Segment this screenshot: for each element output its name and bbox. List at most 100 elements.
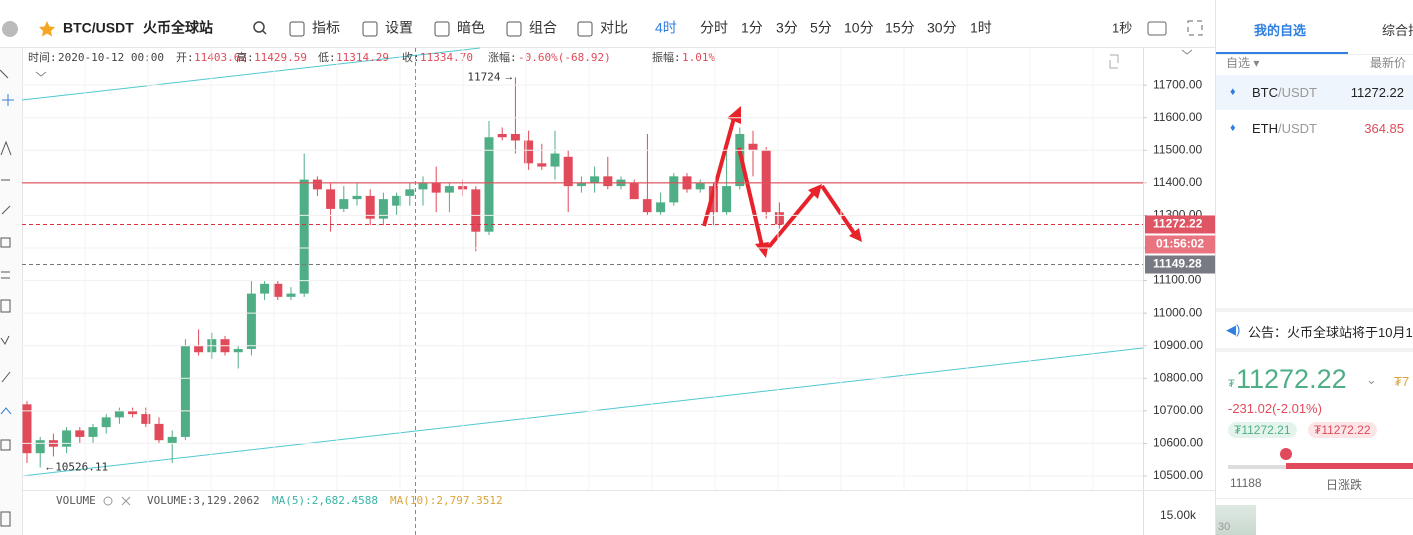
search-icon[interactable] [253,21,265,33]
candle-body [510,133,520,141]
info-value: 11334.70 [420,51,473,64]
candle-body [774,212,784,225]
info-label: 振幅: [652,50,681,64]
high-marker: 11724 [467,70,500,83]
tab-active[interactable]: 我的自选 [1254,23,1307,38]
y-tick-label: 11100.00 [1153,273,1202,287]
candle-body [167,436,177,444]
dropdown[interactable]: ⌄ [1366,372,1377,387]
range-dot [1280,448,1292,460]
candle-body [563,156,573,187]
info-label: 低: [318,51,336,64]
volume-value: VOLUME:3,129.2062 [147,494,260,507]
y-tick-label: 10500.00 [1153,468,1203,482]
low-marker: 10526.11 [55,460,108,473]
last-price: 11272.22 [1236,364,1347,394]
interval[interactable]: 3分 [776,20,798,36]
candle-body [312,179,322,190]
price-box [1145,215,1215,234]
change: -231.02(-2.01%) [1228,401,1322,416]
collapse-icon[interactable] [1181,49,1193,55]
column-header[interactable]: 自选 ▾ [1226,56,1260,70]
speed[interactable]: 1秒 [1112,20,1132,35]
volume-tick: 15.00k [1160,508,1197,522]
price: 364.85 [1364,121,1404,136]
price-box-label: 11272.22 [1153,217,1203,231]
interval[interactable]: 1时 [970,20,992,36]
tab[interactable]: 综合排 [1382,23,1413,38]
depth-area [1216,505,1256,535]
range-bar [1286,463,1413,469]
trend-line [21,47,481,101]
candle-body [392,195,402,206]
exchange: 火币全球站 [143,20,213,36]
row[interactable]: BTC/USDT [1252,85,1317,100]
price-box-label: 11149.28 [1153,257,1202,271]
candle-body [75,430,85,437]
countdown-box [1145,235,1215,254]
candle-body [260,283,270,294]
fullscreen-icon[interactable] [1187,20,1203,36]
drawing-tools[interactable] [0,69,14,527]
candle-body [761,150,771,213]
candle-body [35,440,45,454]
y-tick-label: 10900.00 [1153,338,1203,352]
marker-arrow: ← [44,461,55,473]
tool[interactable]: 暗色 [457,20,485,36]
candle-body [603,176,613,187]
marker-arrow: → [503,71,514,83]
candle-body [550,153,560,167]
interval[interactable]: 4时 [655,20,677,36]
candle-body [114,410,124,418]
info-value: -0.60%(-68.92) [518,51,611,64]
y-tick-label: 11700.00 [1153,77,1202,91]
candle-body [537,163,547,167]
bid-pill: ₮11272.21 [1228,422,1297,438]
quote: /USDT [1278,121,1317,136]
candle-body [233,348,243,353]
tool[interactable]: 组合 [529,20,557,36]
tool[interactable]: 指标 [312,20,340,36]
interval[interactable]: 分时 [700,20,728,36]
countdown: 01:56:02 [1156,237,1204,251]
interval[interactable]: 30分 [927,20,957,36]
candle-body [405,189,415,196]
tool-icon [289,21,305,37]
symbol[interactable]: BTC/USDT [63,20,134,36]
interval[interactable]: 10分 [844,20,874,36]
expand-icon[interactable] [1109,54,1119,69]
sidebar: 我的自选 综合排 自选 ▾ 最新价 ♦ BTC/USDT 11272.22 ♦ … [1215,0,1413,535]
favorite-star[interactable] [39,21,55,37]
volume-ma10: MA(10):2,797.3512 [390,494,503,507]
chart: BTC/USDT 火币全球站 1秒 VOLUME VOLUME:3,129.20… [0,19,1215,535]
divider [1216,498,1413,499]
settings-icon[interactable] [103,496,113,506]
candles [22,77,784,468]
interval[interactable]: 15分 [885,20,915,36]
camera-icon[interactable] [1147,21,1167,36]
interval[interactable]: 1分 [741,20,763,36]
price: 11272.22 [1350,85,1404,100]
candle-body [286,293,296,297]
candle-body [352,195,362,200]
tool[interactable]: 设置 [385,20,413,36]
column-header: 最新价 [1369,56,1406,70]
currency: ₮ [1228,378,1235,390]
notice-icon: ◀) [1226,322,1241,337]
collapse-icon[interactable] [35,71,47,77]
tab-underline [1216,52,1348,54]
candle-body [656,202,666,213]
close-icon[interactable] [121,496,131,506]
y-tick-label: 10600.00 [1153,436,1203,450]
interval[interactable]: 5分 [810,20,832,36]
depth-tick: 30 [1218,521,1231,533]
row[interactable]: ETH/USDT [1252,121,1317,136]
tool[interactable]: 对比 [600,20,628,36]
tool-icon [506,21,522,37]
coin-icon: ♦ [1230,86,1236,98]
candle-body [339,199,349,209]
candle-body [180,345,190,437]
notice[interactable]: 公告：火币全球站将于10月1 [1248,325,1413,340]
y-tick-label: 10800.00 [1153,370,1203,384]
